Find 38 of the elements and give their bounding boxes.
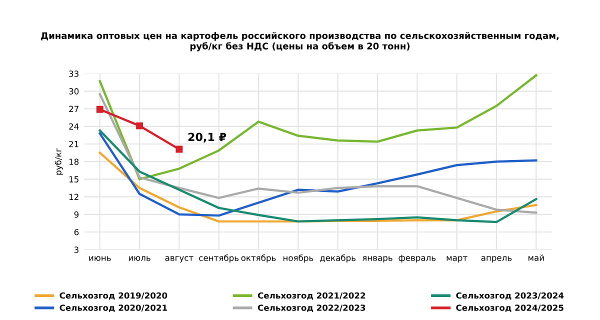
- line-series: [98, 74, 538, 180]
- y-tick-label: 27: [69, 106, 78, 112]
- legend-label: Сельхозгод 2020/2021: [60, 304, 167, 312]
- legend-label: Сельхозгод 2024/2025: [456, 304, 564, 312]
- legend-label: Сельхозгод 2021/2022: [258, 292, 366, 300]
- y-tick-label: 21: [69, 140, 78, 148]
- y-tick-label: 15: [69, 176, 78, 182]
- annotation: 20,1 ₽: [188, 132, 226, 143]
- chart-title: Динамика оптовых цен на картофель российского производства по сельскохозяйственным годам, руб/кг без НДС (цены на объем в 20 тонн): [41, 32, 559, 52]
- y-tick-label: 12: [69, 194, 78, 200]
- legend-label: Сельхозгод 2023/2024: [456, 292, 564, 300]
- point: [96, 106, 104, 113]
- x-tick-label: апрель: [481, 256, 512, 263]
- y-tick-label: 9: [74, 211, 79, 218]
- x-tick-label: декабрь: [320, 254, 356, 263]
- y-tick-label: 18: [69, 158, 79, 165]
- legend-label: Сельхозгод 2022/2023: [258, 304, 366, 312]
- point: [176, 146, 183, 153]
- line-series: [98, 93, 538, 214]
- x-tick-label: октябрь: [241, 254, 276, 263]
- legend-label: Сельхозгод 2019/2020: [60, 292, 168, 300]
- y-tick-label: 30: [69, 88, 79, 94]
- y-tick-label: 6: [74, 228, 79, 236]
- y-tick-label: 3: [74, 246, 78, 253]
- x-tick-label: ноябрь: [283, 254, 314, 263]
- x-tick-label: август: [165, 256, 194, 263]
- y-axis-title: руб/кг: [54, 148, 63, 175]
- line-series: [98, 152, 538, 223]
- y-tick-label: 24: [69, 123, 79, 130]
- x-tick-label: июнь: [89, 256, 111, 261]
- x-tick-label: май: [528, 254, 544, 261]
- x-tick-label: январь: [362, 256, 392, 263]
- y-tick-label: 33: [69, 70, 78, 77]
- x-tick-label: июль: [128, 256, 150, 261]
- x-tick-label: март: [446, 256, 468, 263]
- x-tick-label: февраль: [398, 254, 436, 263]
- point: [136, 122, 143, 130]
- x-tick-label: сентябрь: [199, 254, 239, 263]
